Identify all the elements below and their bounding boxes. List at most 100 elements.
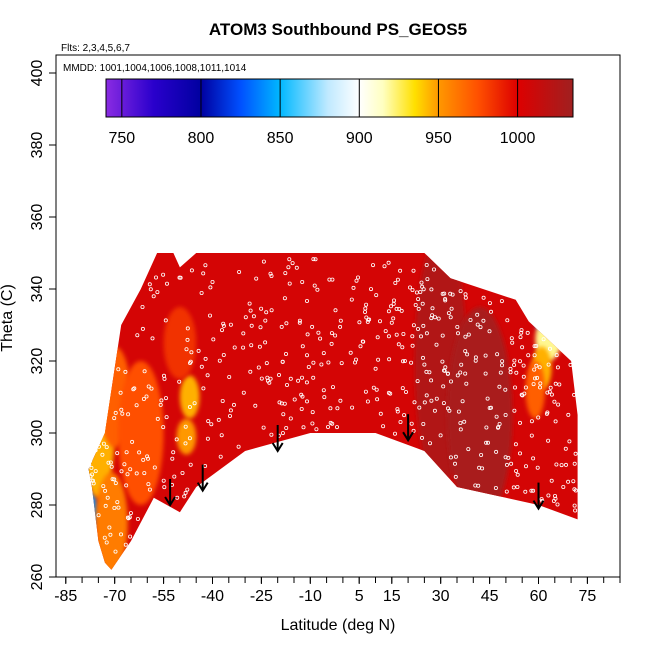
observation-point xyxy=(395,407,400,412)
observation-point xyxy=(201,386,206,391)
observation-point xyxy=(259,306,264,311)
observation-point xyxy=(466,332,471,337)
observation-point xyxy=(409,360,414,365)
observation-point xyxy=(203,263,208,268)
colorbar-tick-label: 750 xyxy=(108,130,135,147)
observation-point xyxy=(339,361,344,366)
observation-point xyxy=(350,405,355,410)
observation-point xyxy=(297,318,302,323)
y-tick-label: 400 xyxy=(29,60,46,87)
observation-point xyxy=(108,460,113,465)
observation-point xyxy=(422,362,427,367)
data-feature xyxy=(176,418,197,455)
arrow-marker xyxy=(271,425,284,453)
observation-point xyxy=(559,463,564,468)
y-tick-label: 320 xyxy=(29,348,46,375)
observation-point xyxy=(383,329,388,334)
observation-point xyxy=(105,495,110,500)
observation-point xyxy=(366,317,371,322)
observation-point xyxy=(572,392,577,397)
observation-point xyxy=(321,388,326,393)
observation-point xyxy=(529,419,534,424)
observation-point xyxy=(510,340,515,345)
observation-point xyxy=(503,455,508,460)
plot-frame xyxy=(55,54,621,578)
observation-point xyxy=(93,469,98,474)
observation-point xyxy=(326,360,331,365)
mmdd-label: MMDD: 1001,1004,1006,1008,1011,1014 xyxy=(63,63,247,74)
observation-point xyxy=(305,332,310,337)
observation-point xyxy=(532,344,537,349)
observation-point xyxy=(254,276,259,281)
observation-point xyxy=(228,408,233,413)
observation-point xyxy=(141,396,146,401)
observation-point xyxy=(123,542,128,547)
observation-point xyxy=(463,371,468,376)
observation-point xyxy=(442,291,447,296)
observation-point xyxy=(370,263,375,268)
observation-point xyxy=(306,364,311,369)
observation-point xyxy=(488,309,493,314)
observation-point xyxy=(88,437,93,442)
observation-point xyxy=(403,389,408,394)
observation-point xyxy=(257,344,262,349)
observation-point xyxy=(185,337,190,342)
observation-point xyxy=(282,401,287,406)
observation-point xyxy=(101,441,106,446)
observation-point xyxy=(473,358,478,363)
observation-point xyxy=(328,406,333,411)
observation-point xyxy=(219,433,224,438)
observation-point xyxy=(519,392,524,397)
observation-point xyxy=(509,461,514,466)
observation-point xyxy=(310,324,315,329)
axes: -85 -70 -55 -40 -25 -10 5 15 30 45 60 75 260 280 300 32… xyxy=(29,54,621,605)
observation-point xyxy=(299,375,304,380)
observation-point xyxy=(374,387,379,392)
observation-point xyxy=(481,295,486,300)
observation-point xyxy=(363,389,368,394)
observation-point xyxy=(499,299,504,304)
observation-point xyxy=(131,387,136,392)
observation-point xyxy=(411,268,416,273)
y-tick-label: 260 xyxy=(29,564,46,591)
observation-point xyxy=(184,347,189,352)
observation-point xyxy=(526,353,531,358)
colorbar-tick-label: 1000 xyxy=(500,130,536,147)
observation-point xyxy=(263,340,268,345)
observation-point xyxy=(248,369,253,374)
observation-point xyxy=(110,477,115,482)
observation-point xyxy=(113,410,118,415)
observation-point xyxy=(429,378,434,383)
observation-point xyxy=(152,465,157,470)
observation-point xyxy=(541,337,546,342)
observation-point xyxy=(164,415,169,420)
observation-point xyxy=(299,392,304,397)
arrow-marker xyxy=(164,479,176,507)
observation-point xyxy=(387,357,392,362)
observation-point xyxy=(199,364,204,369)
observation-point xyxy=(399,308,404,313)
observation-point xyxy=(299,406,304,411)
observation-point xyxy=(533,376,538,381)
observation-point xyxy=(494,449,499,454)
observation-point xyxy=(119,532,124,537)
observation-point xyxy=(513,385,518,390)
observation-point xyxy=(287,281,292,286)
observation-point xyxy=(422,400,427,405)
observation-point xyxy=(189,350,194,355)
observation-point xyxy=(420,355,425,360)
observation-point xyxy=(330,385,335,390)
observation-point xyxy=(518,451,523,456)
observation-point xyxy=(148,287,153,292)
observation-point xyxy=(328,420,333,425)
observation-point xyxy=(524,464,529,469)
observation-point xyxy=(161,272,166,277)
observation-point xyxy=(228,322,233,327)
observation-point xyxy=(497,421,502,426)
observation-point xyxy=(89,465,94,470)
observation-point xyxy=(221,323,226,328)
observation-point xyxy=(568,362,573,367)
observation-point xyxy=(297,320,302,325)
observation-point xyxy=(335,406,340,411)
observation-point xyxy=(572,503,577,508)
